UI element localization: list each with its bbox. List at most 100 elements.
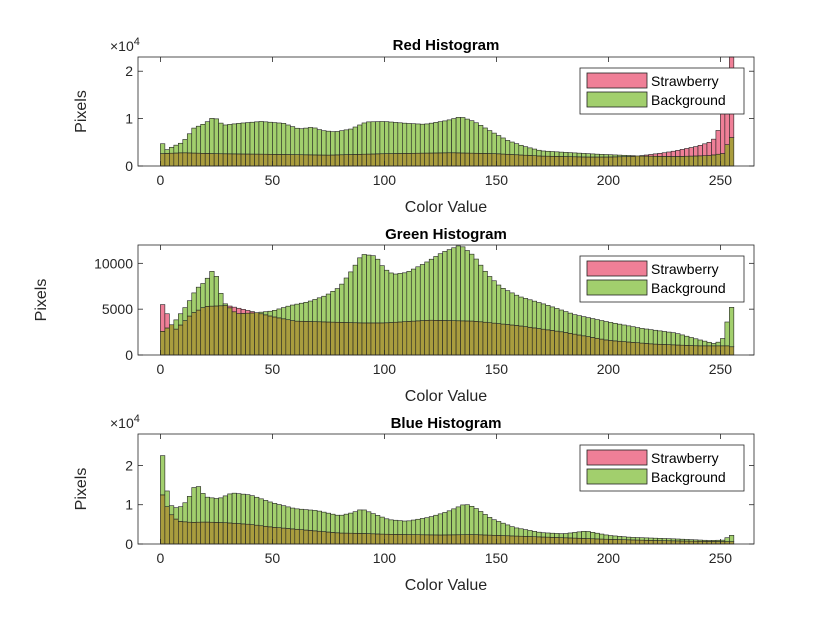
bar-background (500, 288, 506, 325)
bar-overlap (603, 156, 609, 167)
bar-background (281, 505, 287, 529)
bar-overlap (285, 319, 291, 356)
bar-overlap (366, 153, 372, 167)
bar-background (491, 132, 497, 154)
bar-overlap (617, 340, 623, 356)
bar-overlap (195, 309, 202, 356)
bar-background (352, 264, 358, 324)
bar-overlap (384, 533, 390, 545)
bar-overlap (581, 335, 587, 356)
bar-overlap (697, 155, 703, 167)
bar-background (603, 534, 609, 540)
bar-background (267, 501, 273, 528)
bar-background (276, 308, 282, 319)
bar-overlap (437, 152, 443, 167)
bar-overlap (388, 533, 394, 545)
bar-background (437, 513, 443, 536)
bar-overlap (236, 523, 242, 545)
bar-background (357, 257, 363, 324)
bar-background (527, 530, 533, 537)
x-tick-label: 100 (373, 361, 397, 377)
bar-overlap (160, 331, 166, 356)
bar-background (370, 255, 376, 324)
bar-background (688, 539, 694, 542)
bar-background (236, 493, 242, 524)
bar-background (298, 508, 305, 530)
bar-background (290, 304, 296, 321)
bar-overlap (249, 524, 255, 545)
bar-overlap (724, 345, 730, 356)
bar-background (388, 519, 394, 535)
bar-overlap (415, 320, 421, 356)
bar-overlap (370, 153, 376, 167)
bar-background (249, 495, 255, 525)
bar-overlap (464, 320, 470, 356)
bar-background (415, 266, 421, 322)
bar-overlap (576, 537, 582, 545)
y-exponent-power: 4 (134, 413, 140, 425)
bar-background (195, 125, 202, 154)
bar-background (294, 303, 300, 322)
bar-overlap (204, 521, 210, 545)
bar-background (339, 283, 345, 323)
bar-strawberry (711, 138, 717, 156)
bar-overlap (200, 152, 206, 167)
bar-background (258, 498, 264, 527)
bar-background (634, 327, 641, 344)
bar-overlap (348, 532, 354, 545)
bar-overlap (388, 322, 394, 356)
bar-background (218, 122, 224, 155)
bar-overlap (402, 321, 408, 356)
bar-overlap (218, 305, 224, 356)
legend: Strawberry Background (579, 67, 745, 115)
legend-swatch-strawberry (586, 449, 648, 466)
bar-background (460, 117, 466, 154)
bar-overlap (675, 344, 681, 356)
bar-background (558, 533, 564, 538)
x-tick-label: 200 (597, 361, 621, 377)
bar-background (272, 503, 278, 528)
bar-background (321, 295, 327, 323)
bar-overlap (361, 533, 367, 545)
bar-background (281, 123, 287, 155)
axes-box (137, 433, 755, 545)
bar-strawberry (693, 146, 699, 157)
bar-background (272, 122, 278, 155)
bar-background (599, 320, 605, 340)
bar-background (406, 271, 412, 322)
bar-background (540, 303, 546, 330)
bar-background (325, 512, 331, 533)
bar-overlap (657, 540, 663, 545)
bar-overlap (195, 152, 202, 167)
bar-background (415, 123, 421, 154)
bar-overlap (563, 537, 569, 545)
bar-overlap (442, 152, 448, 167)
bar-background (666, 331, 672, 345)
bar-overlap (442, 320, 448, 356)
bar-background (693, 539, 699, 542)
bar-background (482, 270, 488, 323)
bar-background (402, 272, 408, 322)
bar-overlap (679, 540, 685, 545)
bar-background (379, 121, 385, 155)
bar-background (545, 305, 551, 331)
bar-background (522, 146, 529, 156)
bar-overlap (366, 533, 372, 545)
bar-background (433, 122, 439, 154)
bar-overlap (325, 154, 331, 167)
bar-background (307, 509, 314, 531)
bar-overlap (200, 307, 206, 356)
bar-overlap (164, 327, 170, 356)
bar-background (473, 258, 479, 322)
bar-overlap (316, 321, 322, 356)
bar-overlap (599, 338, 605, 356)
bar-overlap (213, 522, 219, 545)
bar-overlap (455, 534, 461, 545)
bar-overlap (729, 137, 735, 167)
x-axis-label: Color Value (405, 577, 488, 594)
bar-background (469, 505, 475, 535)
bar-overlap (621, 156, 627, 167)
legend-swatch-background (586, 91, 648, 108)
bar-background (173, 507, 179, 520)
bar-overlap (191, 312, 197, 356)
